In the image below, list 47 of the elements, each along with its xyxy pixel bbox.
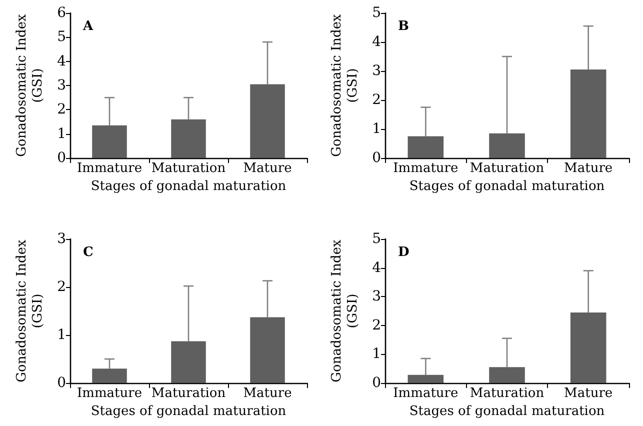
y-tick-label: 6	[57, 5, 66, 21]
y-tick-label: 5	[57, 29, 66, 46]
x-axis-title: Stages of gonadal maturation	[409, 404, 606, 419]
x-tick-label: Maturation	[470, 386, 545, 401]
y-tick-label: 4	[372, 34, 382, 50]
y-tick-label: 0	[57, 375, 66, 391]
x-tick-label: Maturation	[470, 161, 545, 176]
y-tick-label: 2	[372, 92, 381, 108]
y-tick-label: 0	[57, 150, 66, 166]
x-tick-label: Mature	[564, 161, 613, 176]
y-tick-label: 4	[372, 260, 382, 276]
x-tick-label: Maturation	[151, 161, 226, 176]
y-axis-title: Gonadosomatic Index (GSI)	[330, 13, 360, 157]
y-tick-label: 0	[372, 375, 381, 391]
chart-title: C	[83, 245, 94, 260]
x-tick-label: Immature	[393, 161, 458, 176]
x-axis-title: Stages of gonadal maturation	[90, 178, 287, 194]
x-tick-label: Maturation	[151, 386, 226, 401]
y-tick-label: 1	[372, 121, 381, 137]
y-axis-title: Gonadosomatic Index (GSI)	[14, 13, 46, 157]
y-axis-title: Gonadosomatic Index (GSI)	[14, 238, 46, 382]
x-tick-label: Immature	[76, 161, 142, 176]
y-tick-label: 5	[372, 231, 381, 247]
y-tick-label: 2	[57, 102, 66, 118]
chart-title: B	[398, 19, 409, 34]
text: D	[398, 245, 410, 260]
y-tick-label: 2	[372, 317, 381, 334]
y-tick-label: 3	[372, 288, 381, 305]
y-tick-label: 3	[372, 63, 381, 79]
y-tick-label: 3	[57, 231, 66, 247]
x-tick-label: Mature	[243, 161, 292, 176]
y-tick-label: 4	[57, 53, 66, 70]
y-tick-label: 3	[57, 78, 66, 94]
y-tick-label: 1	[372, 346, 381, 362]
y-tick-label: 5	[372, 5, 381, 21]
y-tick-label: 1	[57, 126, 66, 142]
text: A	[82, 19, 94, 34]
y-tick-label: 0	[372, 150, 381, 166]
x-tick-label: Immature	[393, 386, 458, 401]
y-tick-label: 2	[57, 279, 66, 295]
x-tick-label: Mature	[564, 386, 613, 401]
y-tick-label: 1	[57, 327, 66, 343]
x-tick-label: Mature	[243, 386, 292, 401]
x-axis-title: Stages of gonadal maturation	[90, 404, 287, 419]
x-tick-label: Immature	[76, 386, 142, 401]
y-axis-title: Gonadosomatic Index (GSI)	[330, 238, 360, 382]
x-axis-title: Stages of gonadal maturation	[409, 178, 606, 194]
